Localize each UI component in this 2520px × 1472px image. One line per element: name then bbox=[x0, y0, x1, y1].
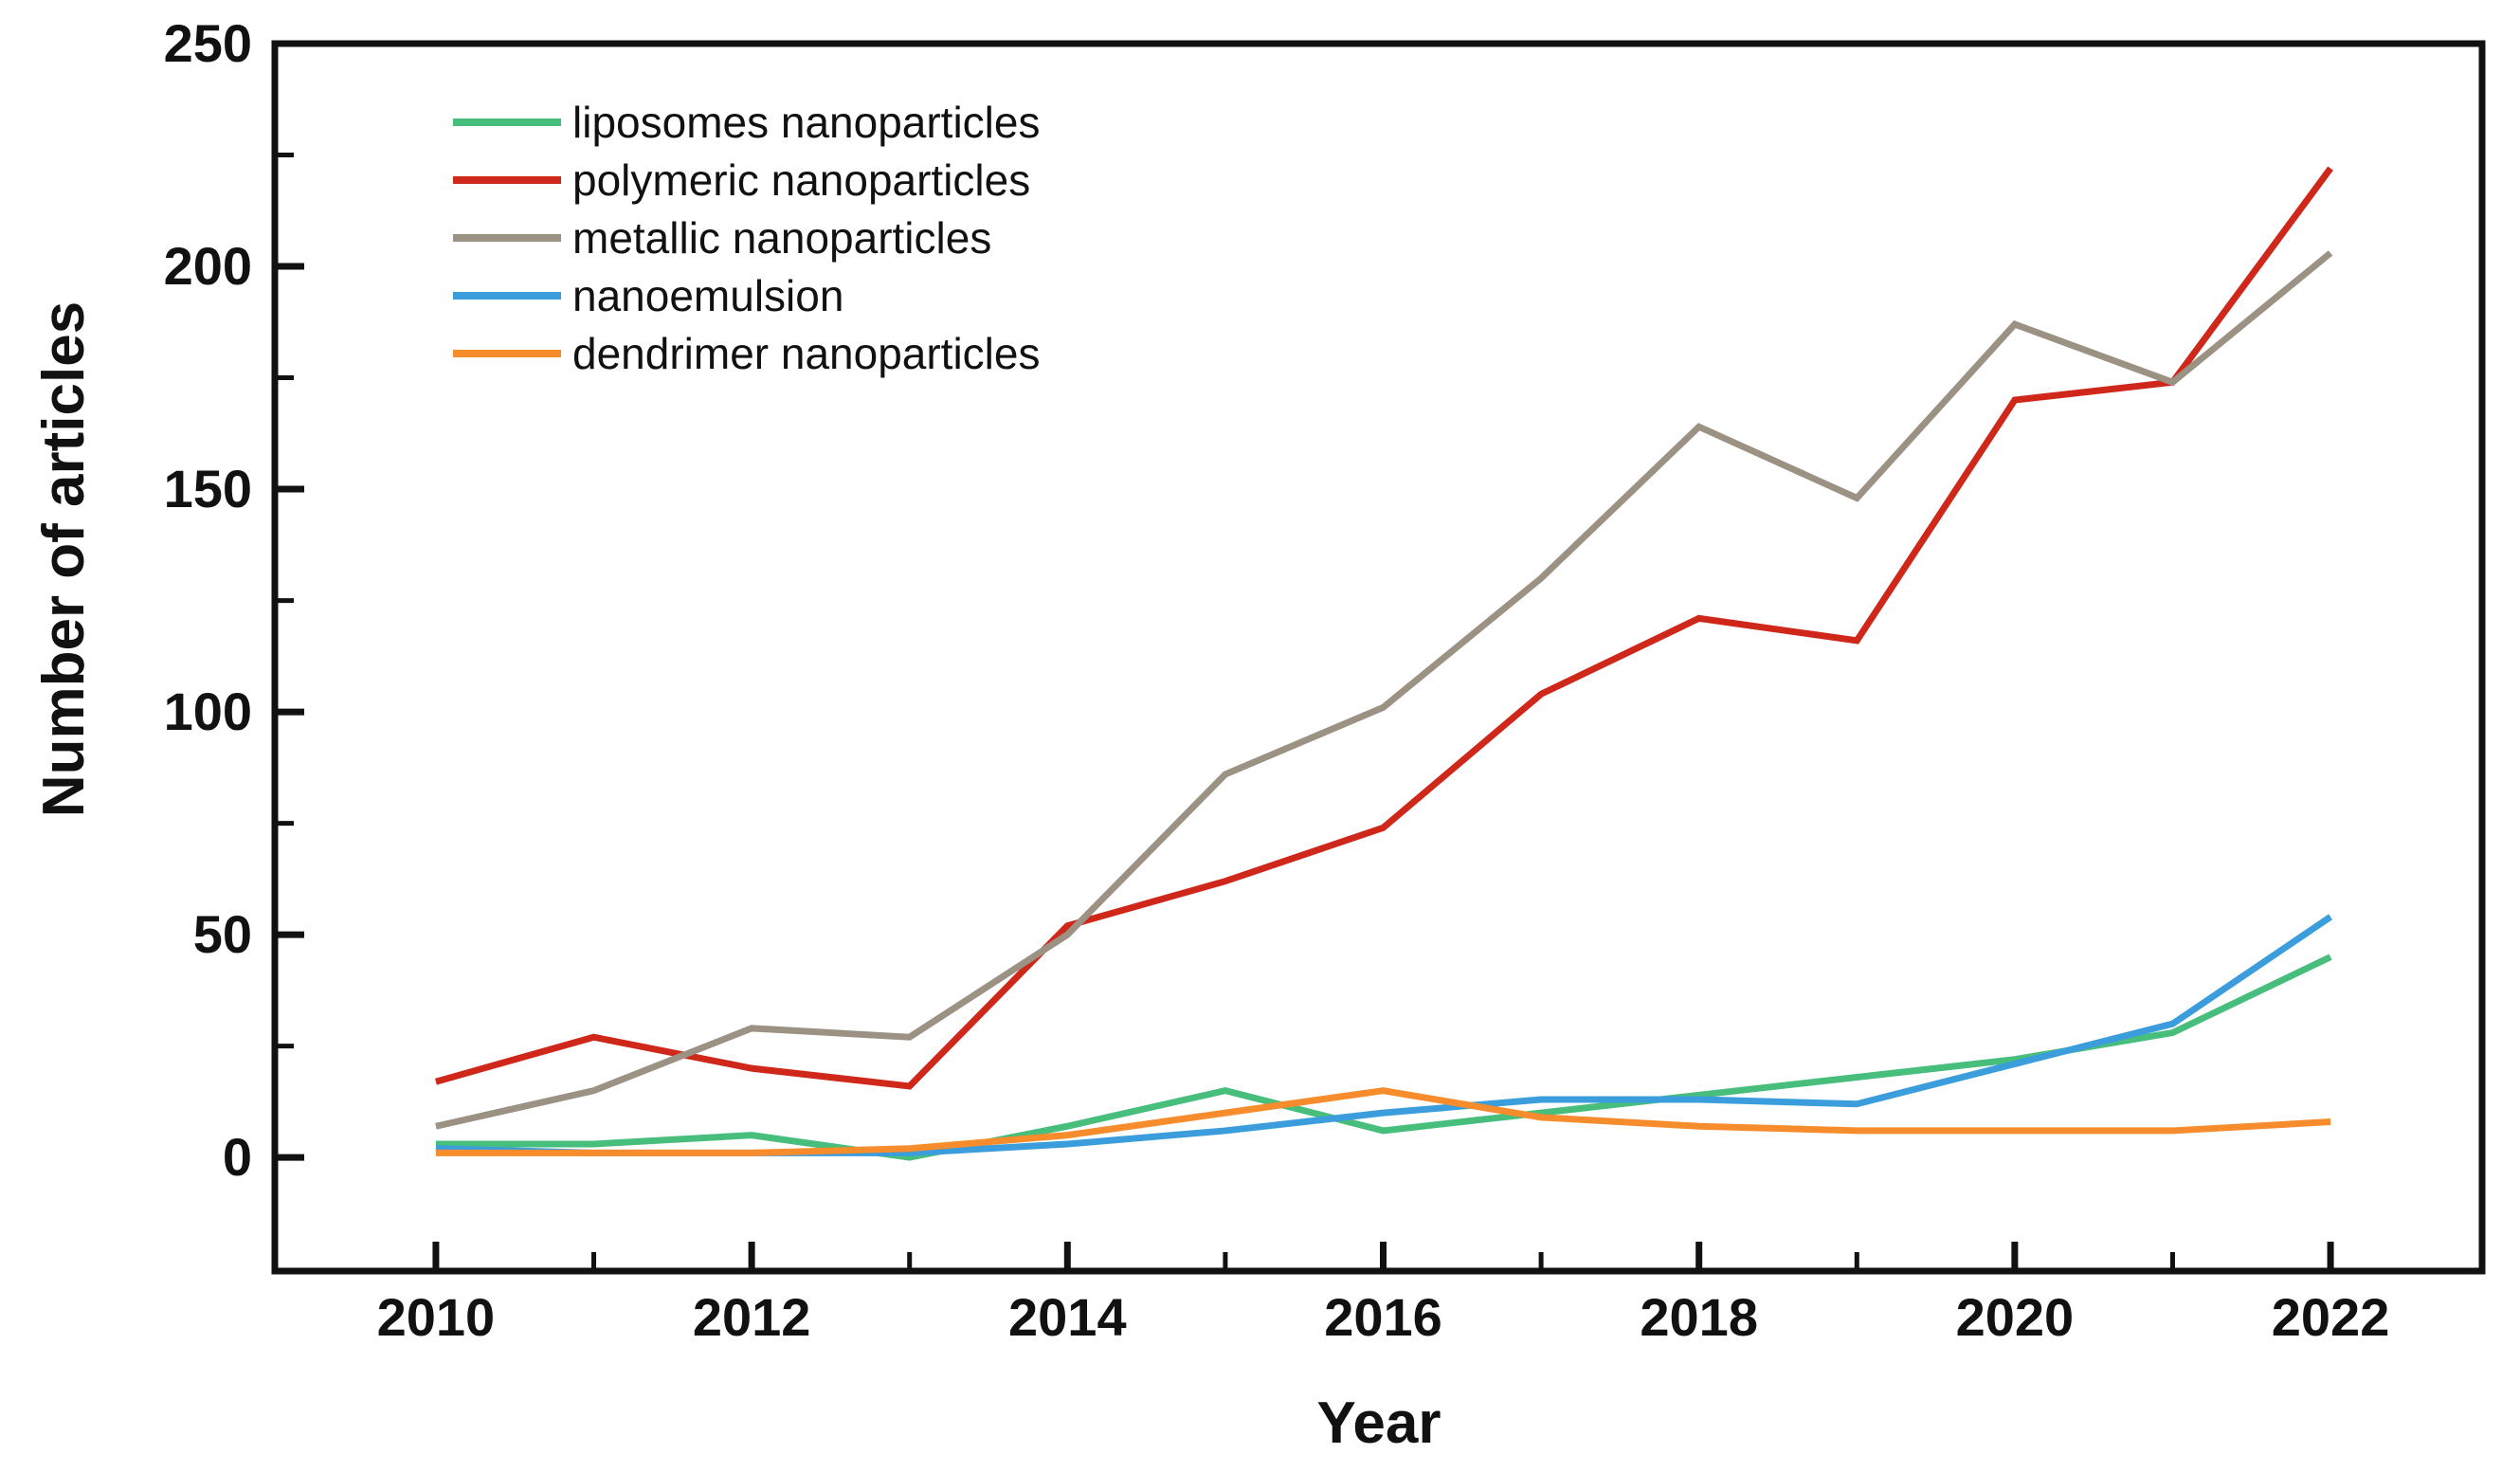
x-tick-label: 2022 bbox=[2272, 1287, 2390, 1347]
legend-label: dendrimer nanoparticles bbox=[572, 329, 1041, 378]
y-tick-label: 200 bbox=[164, 236, 252, 296]
chart-legend: liposomes nanoparticles polymeric nanopar… bbox=[453, 98, 1041, 378]
series-line-nanoemulsion bbox=[435, 914, 2333, 1156]
y-tick-label: 50 bbox=[193, 904, 252, 964]
y-tick-label: 250 bbox=[164, 13, 252, 73]
x-tick-label: 2018 bbox=[1640, 1287, 1758, 1347]
x-tick-label: 2012 bbox=[693, 1287, 811, 1347]
legend-item: dendrimer nanoparticles bbox=[453, 329, 1041, 378]
legend-item: liposomes nanoparticles bbox=[453, 98, 1041, 147]
series-line-liposomes-nanoparticles bbox=[435, 954, 2332, 1161]
y-tick-label: 100 bbox=[164, 681, 252, 741]
legend-label: nanoemulsion bbox=[572, 271, 843, 320]
x-tick-label: 2020 bbox=[1956, 1287, 2075, 1347]
y-axis-title: Number of articles bbox=[31, 301, 97, 817]
legend-label: liposomes nanoparticles bbox=[572, 98, 1041, 147]
x-axis-title: Year bbox=[1316, 1390, 1441, 1456]
legend-item: metallic nanoparticles bbox=[453, 213, 991, 263]
axis-tick-labels: 0 50 100 150 200 250 2010 2012 2014 2016 2018 2020 2… bbox=[164, 13, 2390, 1347]
legend-item: nanoemulsion bbox=[453, 271, 843, 320]
legend-item: polymeric nanoparticles bbox=[453, 155, 1030, 205]
y-tick-label: 0 bbox=[223, 1127, 252, 1187]
x-tick-label: 2014 bbox=[1008, 1287, 1127, 1347]
plot-frame bbox=[271, 40, 2486, 1275]
series-lines bbox=[434, 166, 2333, 1161]
x-tick-label: 2010 bbox=[377, 1287, 496, 1347]
legend-label: polymeric nanoparticles bbox=[572, 155, 1030, 205]
legend-label: metallic nanoparticles bbox=[572, 213, 991, 263]
series-line-dendrimer-nanoparticles bbox=[435, 1087, 2331, 1156]
series-line-metallic-nanoparticles bbox=[435, 250, 2333, 1130]
series-line-polymeric-nanoparticles bbox=[434, 166, 2333, 1090]
x-tick-label: 2016 bbox=[1324, 1287, 1442, 1347]
y-tick-label: 150 bbox=[164, 459, 252, 518]
